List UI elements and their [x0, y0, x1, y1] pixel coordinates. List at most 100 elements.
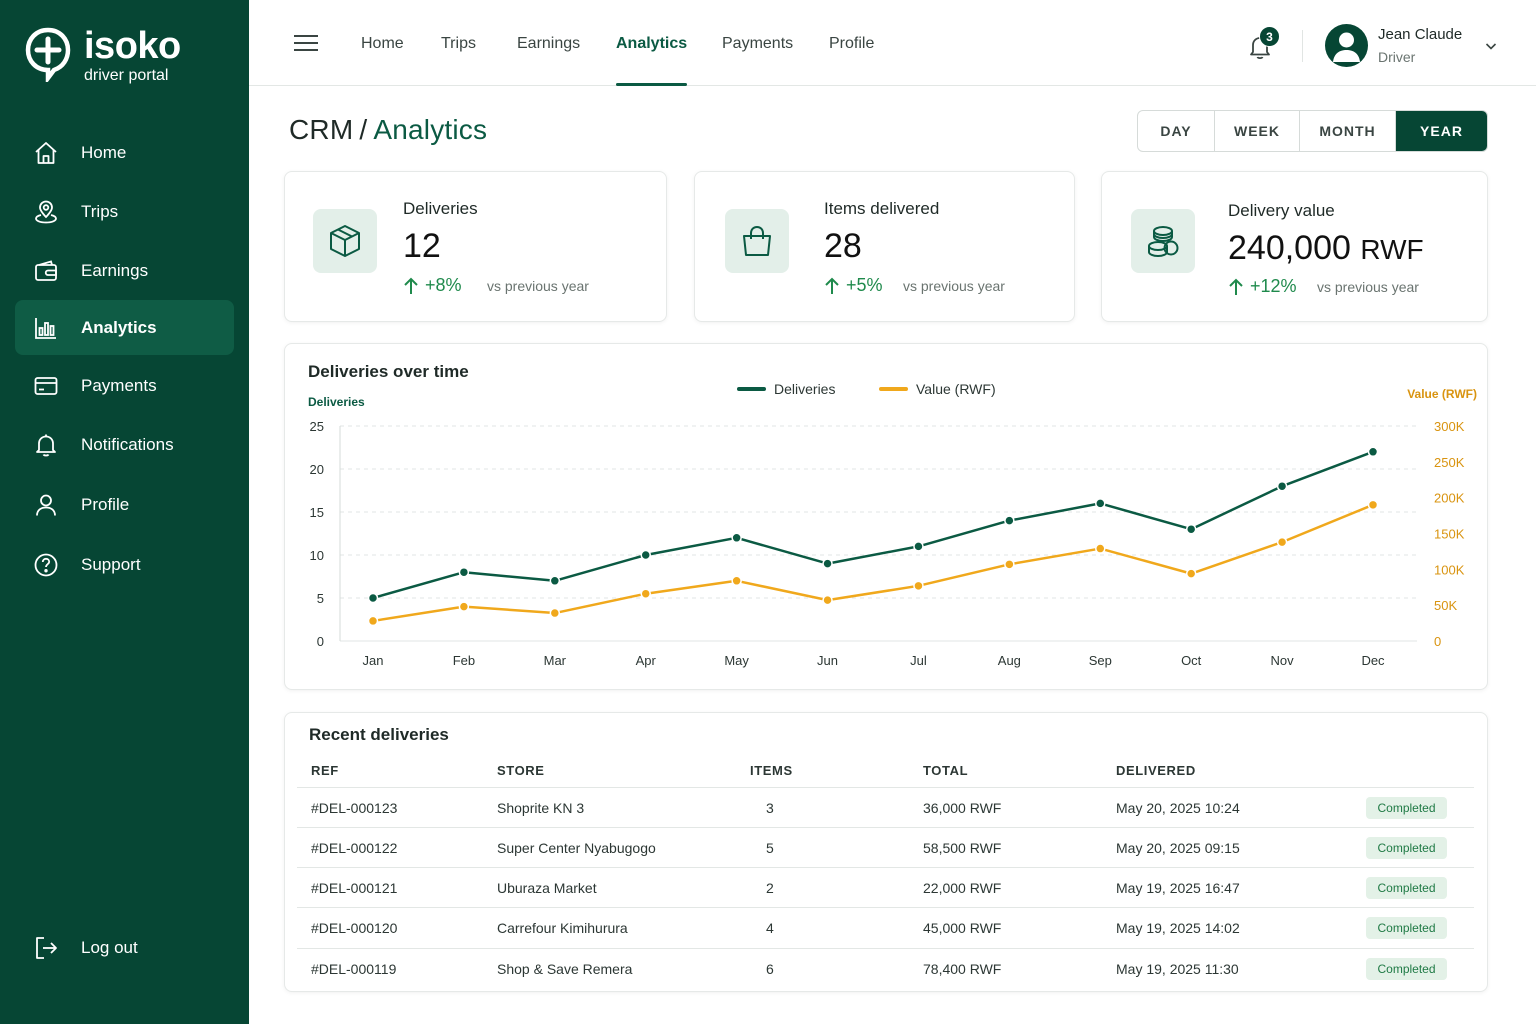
sidebar-item-label: Home [81, 142, 127, 162]
kpi-label: Deliveries [403, 199, 478, 218]
table-row[interactable]: #DEL-000122 Super Center Nyabugogo 5 58,… [297, 827, 1474, 867]
kpi-value: 12 [403, 227, 441, 265]
credit-card-icon [34, 376, 58, 395]
kpi-value-number: 240,000 [1228, 229, 1351, 267]
cell-ref: #DEL-000119 [311, 961, 397, 977]
x-tick-label: May [724, 653, 749, 668]
cell-store: Shoprite KN 3 [497, 800, 585, 816]
data-point [1004, 515, 1015, 526]
topnav-payments[interactable]: Payments [722, 35, 794, 52]
kpi-change: +8% [403, 275, 462, 296]
cell-delivered: May 20, 2025 09:15 [1116, 840, 1240, 856]
data-point [458, 566, 470, 578]
x-tick-label: Mar [544, 653, 567, 668]
y-tick-label: 0 [317, 634, 324, 649]
sidebar-item-profile[interactable]: Profile [15, 477, 234, 532]
period-selector: DAY WEEK MONTH YEAR [1137, 110, 1488, 152]
y-tick-label: 10 [310, 548, 324, 563]
logo-icon [25, 27, 71, 82]
column-header-total[interactable]: TOTAL [923, 763, 969, 778]
deliveries-chart-card: Deliveries over time 0 5 10 15 20 25 0 50K 100K 1… [284, 343, 1488, 690]
sidebar-item-label: Trips [81, 201, 119, 221]
sidebar-item-trips[interactable]: Trips [15, 184, 234, 239]
recent-deliveries-card: Recent deliveries REF STORE ITEMS TOTAL … [284, 712, 1488, 992]
breadcrumb-crm[interactable]: CRM [289, 114, 354, 145]
kpi-change-value: +5% [846, 275, 883, 295]
kpi-icon-box [313, 209, 377, 273]
cell-items: 2 [766, 880, 774, 896]
brand-subtitle: driver portal [84, 67, 169, 84]
table-row[interactable]: #DEL-000119 Shop & Save Remera 6 78,400 … [297, 948, 1474, 988]
kpi-card-delivery-value: Delivery value 240,000 RWF +12% vs previ… [1101, 171, 1488, 322]
period-day-button[interactable]: DAY [1138, 111, 1215, 151]
period-month-button[interactable]: MONTH [1300, 111, 1396, 151]
kpi-icon-box [1131, 209, 1195, 273]
sidebar-item-label: Support [81, 554, 141, 574]
coins-icon [1148, 226, 1179, 258]
topnav-trips[interactable]: Trips [441, 35, 476, 52]
status-badge: Completed [1366, 797, 1447, 819]
cell-delivered: May 19, 2025 11:30 [1116, 961, 1239, 977]
data-point [731, 532, 742, 544]
series-line [372, 503, 1374, 623]
column-header-delivered[interactable]: DELIVERED [1116, 763, 1196, 778]
brand-logo[interactable]: isoko driver portal [24, 26, 181, 85]
topnav-analytics[interactable]: Analytics [616, 35, 688, 86]
topnav-analytics-label: Analytics [616, 35, 688, 52]
data-point [458, 601, 470, 612]
arrow-up-icon [404, 277, 418, 294]
data-point [1367, 499, 1379, 511]
period-year-button[interactable]: YEAR [1396, 111, 1487, 151]
y-axis-label: Deliveries [308, 395, 365, 409]
data-point [1185, 568, 1197, 579]
wallet-icon [35, 259, 57, 281]
table-row[interactable]: #DEL-000120 Carrefour Kimihurura 4 45,00… [297, 907, 1474, 947]
x-tick-label: Dec [1361, 653, 1385, 668]
table-row[interactable]: #DEL-000123 Shoprite KN 3 3 36,000 RWF M… [297, 787, 1474, 827]
sidebar-item-notifications[interactable]: Notifications [15, 417, 234, 472]
menu-icon[interactable] [294, 34, 318, 52]
period-week-button[interactable]: WEEK [1215, 111, 1300, 151]
table-row[interactable]: #DEL-000121 Uburaza Market 2 22,000 RWF … [297, 867, 1474, 907]
sidebar-item-analytics[interactable]: Analytics [15, 300, 234, 355]
x-tick-label: Feb [453, 653, 475, 668]
sidebar-item-payments[interactable]: Payments [15, 358, 234, 413]
y-right-axis-label: Value (RWF) [1407, 387, 1477, 401]
topnav-profile[interactable]: Profile [829, 35, 875, 52]
x-tick-label: Apr [636, 653, 657, 668]
kpi-card-deliveries: Deliveries 12 +8% vs previous year [284, 171, 667, 322]
topnav-home[interactable]: Home [361, 35, 404, 52]
kpi-value: 240,000 RWF [1228, 229, 1424, 268]
arrow-up-icon [825, 277, 839, 294]
logout-button[interactable]: Log out [33, 935, 138, 961]
chevron-down-icon[interactable] [1485, 40, 1497, 52]
y-tick-label: 20 [310, 462, 324, 477]
y-tick-label: 25 [310, 419, 324, 434]
column-header-items[interactable]: ITEMS [750, 763, 793, 778]
cell-ref: #DEL-000122 [311, 840, 398, 856]
cell-total: 78,400 RWF [923, 961, 1002, 977]
topnav-earnings[interactable]: Earnings [517, 35, 581, 52]
kpi-change: +5% [824, 275, 883, 296]
legend-label: Deliveries [774, 381, 835, 397]
data-point [822, 558, 833, 569]
user-name[interactable]: Jean Claude [1378, 26, 1463, 43]
cell-store: Super Center Nyabugogo [497, 840, 656, 856]
sidebar-item-support[interactable]: Support [15, 537, 234, 592]
avatar[interactable] [1325, 24, 1368, 67]
kpi-comparison: vs previous year [1317, 279, 1419, 295]
kpi-label: Items delivered [824, 199, 940, 218]
y-right-tick-label: 0 [1434, 634, 1441, 649]
sidebar-item-earnings[interactable]: Earnings [15, 243, 234, 298]
kpi-value-unit: RWF [1360, 234, 1424, 265]
cell-items: 3 [766, 800, 774, 816]
data-point [1095, 498, 1106, 509]
sidebar-item-home[interactable]: Home [15, 125, 234, 180]
kpi-change-value: +8% [425, 275, 462, 295]
column-header-store[interactable]: STORE [497, 763, 545, 778]
column-header-ref[interactable]: REF [311, 763, 339, 778]
x-tick-label: Sep [1089, 653, 1112, 668]
x-tick-label: Oct [1181, 653, 1202, 668]
package-icon [330, 225, 360, 257]
data-point [1004, 559, 1015, 570]
